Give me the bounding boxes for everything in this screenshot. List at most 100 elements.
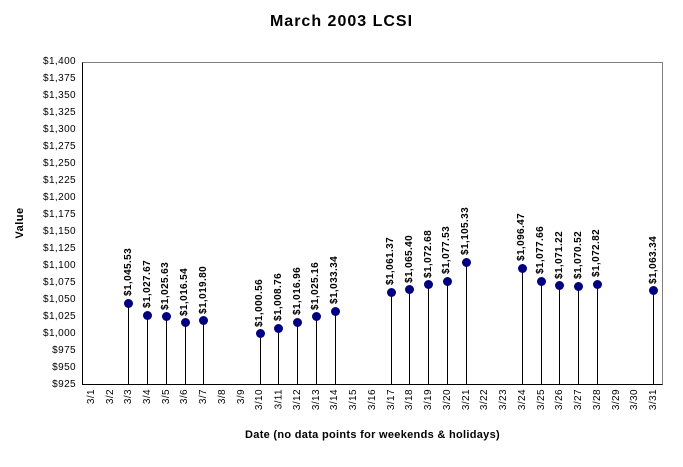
y-tick-label: $1,000 <box>43 328 76 339</box>
data-point-stem <box>409 289 411 384</box>
data-point-stem <box>203 320 205 384</box>
x-tick-label: 3/10 <box>254 389 266 411</box>
data-point-label: $1,077.66 <box>535 226 547 275</box>
data-point-label: $1,045.53 <box>122 247 134 297</box>
x-tick-label: 3/5 <box>160 389 172 405</box>
x-tick-label: 3/7 <box>198 389 210 405</box>
data-point-marker <box>592 279 602 289</box>
y-tick-label: $1,250 <box>43 158 76 169</box>
x-tick-label: 3/22 <box>479 389 491 411</box>
data-point-stem <box>596 284 598 384</box>
y-tick-label: $975 <box>52 345 76 356</box>
data-point-label: $1,105.33 <box>460 207 472 256</box>
data-point-stem <box>184 322 186 384</box>
data-point-label: $1,072.82 <box>591 229 603 278</box>
y-tick-label: $1,275 <box>43 141 76 152</box>
y-tick-label: $950 <box>52 362 76 373</box>
x-axis-title: Date (no data points for weekends & holi… <box>245 429 500 441</box>
data-point-marker <box>161 312 171 322</box>
x-tick-label: 3/12 <box>292 389 304 411</box>
y-tick-label: $1,375 <box>43 73 76 84</box>
data-point-marker <box>536 276 546 286</box>
data-point-label: $1,077.53 <box>441 226 453 275</box>
x-tick-label: 3/11 <box>273 389 285 410</box>
y-tick-label: $1,050 <box>43 294 76 305</box>
data-point-marker <box>517 263 527 273</box>
y-tick-label: $1,350 <box>43 90 76 101</box>
data-point-label: $1,008.76 <box>272 272 284 322</box>
y-tick-label: $1,200 <box>43 192 76 203</box>
x-tick-label: 3/31 <box>648 389 660 411</box>
data-point-label: $1,025.16 <box>310 261 322 310</box>
x-tick-label: 3/14 <box>329 389 341 411</box>
x-tick-label: 3/6 <box>179 389 191 405</box>
data-point-marker <box>293 317 303 327</box>
data-point-marker <box>649 286 659 296</box>
x-tick-label: 3/24 <box>516 389 528 411</box>
x-tick-label: 3/17 <box>385 389 397 411</box>
x-tick-label: 3/19 <box>423 389 435 411</box>
data-point-stem <box>653 290 655 384</box>
data-point-stem <box>334 311 336 384</box>
x-tick-label: 3/20 <box>441 389 453 411</box>
data-point-marker <box>274 323 284 333</box>
data-point-marker <box>386 287 396 297</box>
data-point-stem <box>521 268 523 384</box>
x-tick-label: 3/30 <box>629 389 641 411</box>
data-point-label: $1,096.47 <box>516 213 528 262</box>
x-tick-label: 3/3 <box>123 389 135 405</box>
data-point-label: $1,033.34 <box>329 256 341 305</box>
data-point-marker <box>424 280 434 290</box>
data-point-label: $1,065.40 <box>403 234 415 283</box>
data-point-stem <box>315 316 317 384</box>
data-point-label: $1,019.80 <box>197 265 209 314</box>
x-tick-label: 3/29 <box>610 389 622 411</box>
x-tick-label: 3/26 <box>554 389 566 411</box>
data-point-label: $1,071.22 <box>553 230 565 279</box>
data-point-marker <box>199 316 209 326</box>
data-point-label: $1,000.56 <box>254 278 266 327</box>
x-tick-label: 3/13 <box>310 389 322 411</box>
x-tick-label: 3/25 <box>535 389 547 411</box>
y-tick-label: $1,125 <box>43 243 76 254</box>
y-tick-label: $925 <box>52 379 76 390</box>
data-point-label: $1,027.67 <box>141 260 153 309</box>
x-tick-label: 3/1 <box>85 389 97 405</box>
y-tick-label: $1,100 <box>43 260 76 271</box>
data-point-marker <box>330 306 340 316</box>
y-tick-label: $1,400 <box>43 56 76 67</box>
x-tick-label: 3/8 <box>217 389 229 405</box>
data-point-stem <box>165 316 167 384</box>
data-point-marker <box>180 318 190 328</box>
data-point-marker <box>461 257 471 267</box>
data-point-stem <box>465 262 467 384</box>
data-point-label: $1,070.52 <box>572 230 584 280</box>
y-tick-label: $1,025 <box>43 311 76 322</box>
data-point-label: $1,025.63 <box>160 261 172 310</box>
data-point-marker <box>311 312 321 322</box>
x-tick-label: 3/9 <box>235 389 247 405</box>
x-tick-label: 3/21 <box>460 389 472 411</box>
data-point-marker <box>555 281 565 291</box>
data-point-marker <box>442 276 452 286</box>
data-point-label: $1,016.96 <box>291 267 303 316</box>
y-tick-label: $1,175 <box>43 209 76 220</box>
data-point-stem <box>540 281 542 384</box>
data-point-label: $1,072.68 <box>422 229 434 278</box>
data-point-marker <box>143 310 153 320</box>
data-point-marker <box>124 298 134 308</box>
data-point-stem <box>559 285 561 384</box>
plot-area <box>82 62 663 385</box>
data-point-marker <box>255 329 265 339</box>
x-tick-label: 3/4 <box>142 389 154 405</box>
x-tick-label: 3/23 <box>498 389 510 411</box>
x-tick-label: 3/15 <box>348 389 360 411</box>
data-point-stem <box>446 281 448 384</box>
data-point-stem <box>428 284 430 384</box>
data-point-stem <box>278 328 280 384</box>
data-point-marker <box>405 285 415 295</box>
data-point-stem <box>297 322 299 384</box>
y-tick-label: $1,150 <box>43 226 76 237</box>
data-point-label: $1,063.34 <box>647 235 659 284</box>
